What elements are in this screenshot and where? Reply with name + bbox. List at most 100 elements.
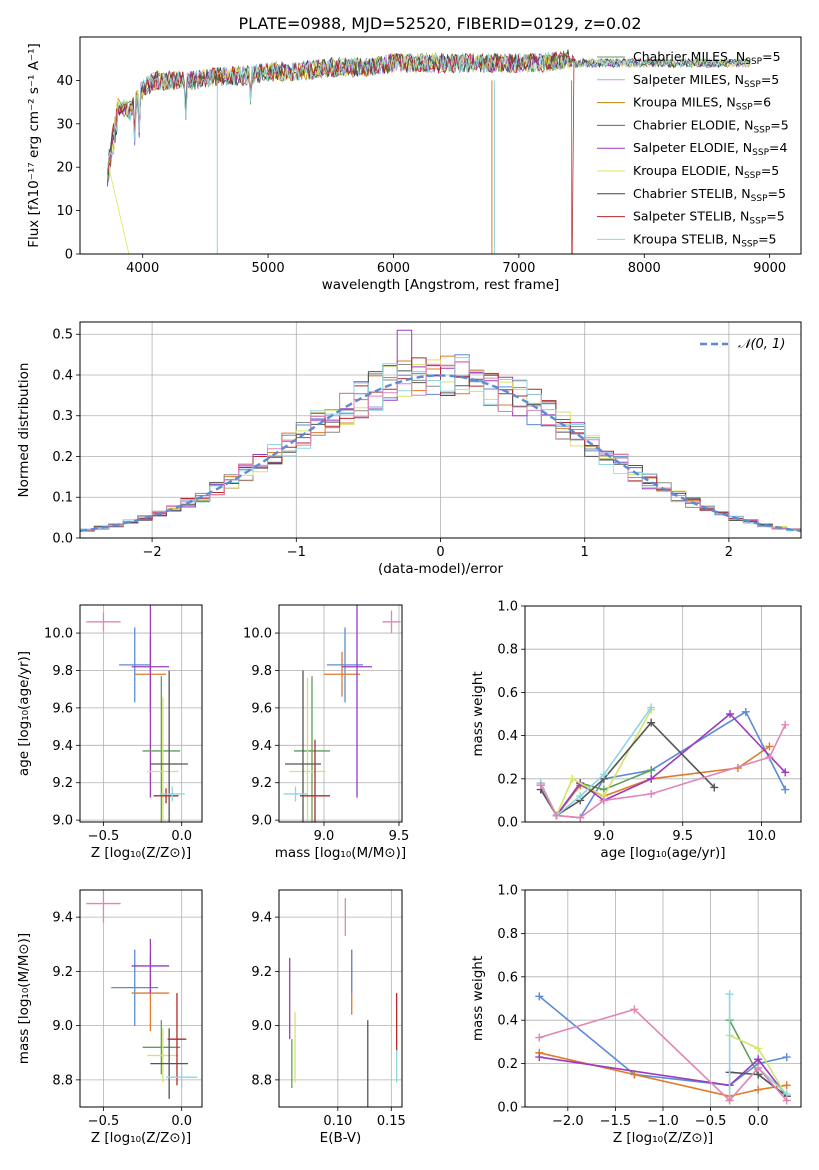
plot-mass_vs_EBV: 0.10 0.15 8.8 9.0 9.2 9.4 E(B-V) [251, 889, 406, 1146]
y-tick-label: 10.0 [44, 627, 73, 642]
errorbar-point [147, 696, 179, 822]
axes-frame [278, 604, 403, 823]
x-tick-label: −1.5 [600, 1114, 632, 1129]
legend-label-sub: SSP [753, 125, 770, 135]
weight-marker [781, 768, 790, 777]
y-tick-label: 9.2 [52, 965, 73, 980]
legend-label: Kroupa ELODIE, NSSP=5 [633, 163, 779, 181]
weight-marker [536, 781, 545, 790]
weight-marker [535, 992, 544, 1001]
legend-label: Chabrier MILES, NSSP=5 [633, 49, 781, 67]
axes-frame [524, 889, 802, 1108]
x-axis-label: wavelength [Angstrom, rest frame] [322, 277, 560, 293]
plot-area-age_vs_mass [283, 605, 401, 822]
legend-label-main: Kroupa STELIB, N [633, 231, 741, 246]
plot-age_vs_Z: −0.5 0.0 9.0 9.2 9.4 9.6 9.8 10.0 Z [log₁₀(Z/Z⊙)… [16, 604, 203, 861]
legend-label-sub: SSP [741, 239, 758, 249]
x-tick-label: 0.0 [171, 1114, 192, 1129]
axes-frame [524, 605, 802, 823]
y-tick-label: 0.6 [497, 686, 518, 701]
errorbar-point [111, 949, 159, 1026]
errorbar-point [289, 677, 326, 822]
y-tick-label: 9.2 [251, 776, 272, 791]
histogram-9 [80, 361, 801, 538]
y-tick-label: 0.4 [497, 1014, 518, 1029]
errorbar-point [159, 786, 185, 802]
y-tick-label: 10 [56, 204, 73, 219]
x-tick-label: 9.0 [314, 829, 335, 844]
legend-label-main: Chabrier MILES, N [633, 49, 745, 64]
errorbar-point [283, 786, 308, 802]
errorbar-point [153, 788, 179, 804]
legend-label-main: Kroupa MILES, N [633, 95, 736, 110]
x-tick-label: 5000 [252, 261, 285, 276]
axes-frame [79, 36, 802, 255]
weight-marker [754, 1055, 763, 1064]
legend-label: Kroupa STELIB, NSSP=5 [633, 231, 777, 249]
x-axis-label: E(B-V) [320, 1130, 362, 1146]
legend-label-sub: SSP [751, 194, 768, 204]
plot-area-spectrum [107, 49, 751, 254]
errorbar-point [294, 676, 330, 822]
x-tick-label: −1.0 [647, 1114, 679, 1129]
errorbar-point [86, 890, 121, 923]
x-tick-label: 7000 [502, 261, 535, 276]
y-tick-label: 0.3 [52, 409, 73, 424]
legend-label-sub: SSP [744, 171, 761, 181]
weight-marker [568, 774, 577, 783]
x-axis-label: Z [log₁₀(Z/Z⊙)] [91, 845, 191, 861]
weight-marker [710, 783, 719, 792]
x-tick-label: 4000 [126, 261, 159, 276]
weight-marker [754, 1044, 763, 1053]
plot-spectrum: 4000 5000 6000 7000 8000 9000 0 10 20 30 40 wavelen… [26, 36, 802, 293]
errorbar-point [142, 1020, 181, 1075]
y-tick-label: 9.8 [251, 664, 272, 679]
spectrum-line-7 [107, 49, 751, 187]
x-tick-label: 0 [436, 545, 444, 560]
x-axis-label: Z [log₁₀(Z/Z⊙)] [91, 1130, 191, 1146]
errorbar-point [131, 938, 170, 994]
x-tick-label: 9000 [753, 261, 786, 276]
y-axis-label: age [log₁₀(age/yr)] [16, 651, 32, 776]
plot-residuals: −2 −1 0 1 2 0.0 0.1 0.2 0.3 0.4 0.5 (data-model)/er… [16, 321, 802, 577]
legend-label-end: =5 [762, 49, 780, 64]
y-tick-label: 9.4 [52, 911, 73, 926]
x-tick-label: −0.5 [88, 829, 120, 844]
y-tick-label: 9.6 [52, 701, 73, 716]
y-tick-label: 8.8 [52, 1073, 73, 1088]
y-tick-label: 9.0 [52, 814, 73, 829]
gaussian-reference-curve [80, 374, 801, 533]
weight-marker [765, 753, 774, 762]
weight-line-7 [540, 707, 652, 817]
errorbar-point [167, 993, 187, 1086]
y-tick-label: 40 [56, 74, 73, 89]
legend-label-main: Salpeter STELIB, N [633, 209, 749, 224]
plot-weight_vs_Z: −2.0 −1.5 −1.0 −0.5 0.0 0.0 0.2 0.4 0.6 0.8 1.0 Z [… [470, 884, 802, 1146]
y-tick-label: 20 [56, 161, 73, 176]
axes-frame [79, 604, 203, 823]
y-tick-label: 9.4 [251, 739, 272, 754]
spectrum-line-9 [107, 51, 751, 169]
plot-area-age_vs_Z [86, 605, 188, 822]
weight-marker [599, 770, 608, 779]
errorbar-point [131, 605, 170, 798]
y-tick-label: 9.0 [52, 1019, 73, 1034]
y-tick-label: 9.2 [251, 965, 272, 980]
weight-marker [576, 813, 585, 822]
y-tick-label: 0.5 [52, 328, 73, 343]
plot-mass_vs_Z: −0.5 0.0 8.8 9.0 9.2 9.4 Z [log₁₀(Z/Z⊙)] mass [… [16, 889, 203, 1146]
plot-area-weight_vs_age [536, 703, 790, 822]
x-tick-label: 10.0 [747, 829, 776, 844]
errorbar-point [142, 676, 181, 822]
legend-label-end: =5 [761, 72, 779, 87]
x-tick-label: −2.0 [552, 1114, 584, 1129]
errorbar-point [119, 627, 151, 703]
y-tick-label: 0.8 [497, 643, 518, 658]
legend-label-end: =5 [768, 186, 786, 201]
weight-marker [725, 1096, 734, 1105]
x-axis-label: mass [log₁₀(M/M⊙)] [275, 845, 406, 861]
plot-area-mass_vs_EBV [289, 898, 398, 1107]
weight-marker [535, 1053, 544, 1062]
axes-frame [278, 889, 403, 1108]
